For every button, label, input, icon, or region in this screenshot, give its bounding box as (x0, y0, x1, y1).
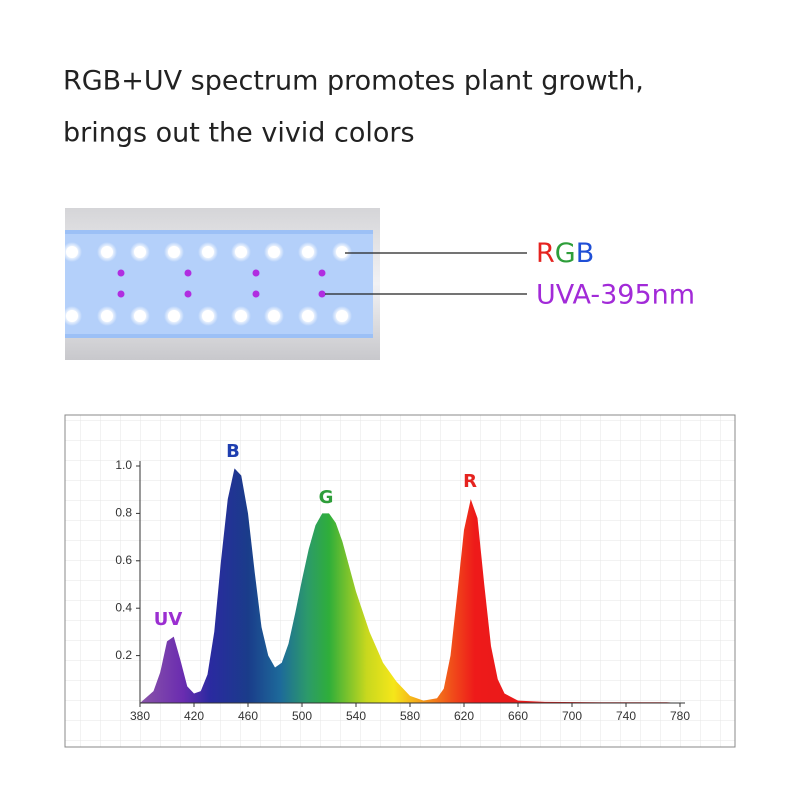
uv-led (117, 269, 125, 277)
y-tick-label: 1.0 (115, 458, 132, 472)
led (302, 310, 314, 322)
led (134, 310, 146, 322)
led (202, 310, 214, 322)
peak-label: R (463, 471, 477, 492)
x-tick-label: 580 (400, 709, 420, 723)
x-tick-label: 500 (292, 709, 312, 723)
x-tick-label: 540 (346, 709, 366, 723)
led (101, 310, 113, 322)
led (268, 246, 280, 258)
x-tick-label: 660 (508, 709, 528, 723)
peak-label: G (319, 487, 334, 508)
y-tick-label: 0.6 (115, 553, 132, 567)
uv-led (318, 290, 326, 298)
led (66, 310, 78, 322)
led (235, 310, 247, 322)
led (336, 246, 348, 258)
uv-led (117, 290, 125, 298)
spectrum-area (140, 468, 680, 703)
led (302, 246, 314, 258)
peak-label: B (226, 441, 240, 462)
led (168, 246, 180, 258)
rgb-letter: B (576, 238, 595, 269)
x-tick-label: 700 (562, 709, 582, 723)
uv-led (252, 290, 260, 298)
y-tick-label: 0.4 (115, 600, 132, 614)
led (101, 246, 113, 258)
x-tick-label: 380 (130, 709, 150, 723)
headline: brings out the vivid colors (63, 118, 415, 149)
uv-led (318, 269, 326, 277)
led (235, 246, 247, 258)
x-tick-label: 780 (670, 709, 690, 723)
x-tick-label: 620 (454, 709, 474, 723)
uv-led (184, 290, 192, 298)
peak-label: UV (154, 609, 183, 630)
uv-led (184, 269, 192, 277)
y-tick-label: 0.2 (115, 648, 132, 662)
rgb-letter: G (555, 238, 576, 269)
led (134, 246, 146, 258)
led (66, 246, 78, 258)
x-tick-label: 420 (184, 709, 204, 723)
x-tick-label: 740 (616, 709, 636, 723)
led (168, 310, 180, 322)
uva-label: UVA-395nm (536, 280, 695, 311)
led (202, 246, 214, 258)
rgb-letter: R (536, 238, 555, 269)
y-tick-label: 0.8 (115, 506, 132, 520)
light-fixture (62, 208, 380, 360)
led (268, 310, 280, 322)
rgb-label: RGB (536, 238, 594, 269)
headline: RGB+UV spectrum promotes plant growth, (63, 66, 644, 97)
x-tick-label: 460 (238, 709, 258, 723)
uv-led (252, 269, 260, 277)
led (336, 310, 348, 322)
